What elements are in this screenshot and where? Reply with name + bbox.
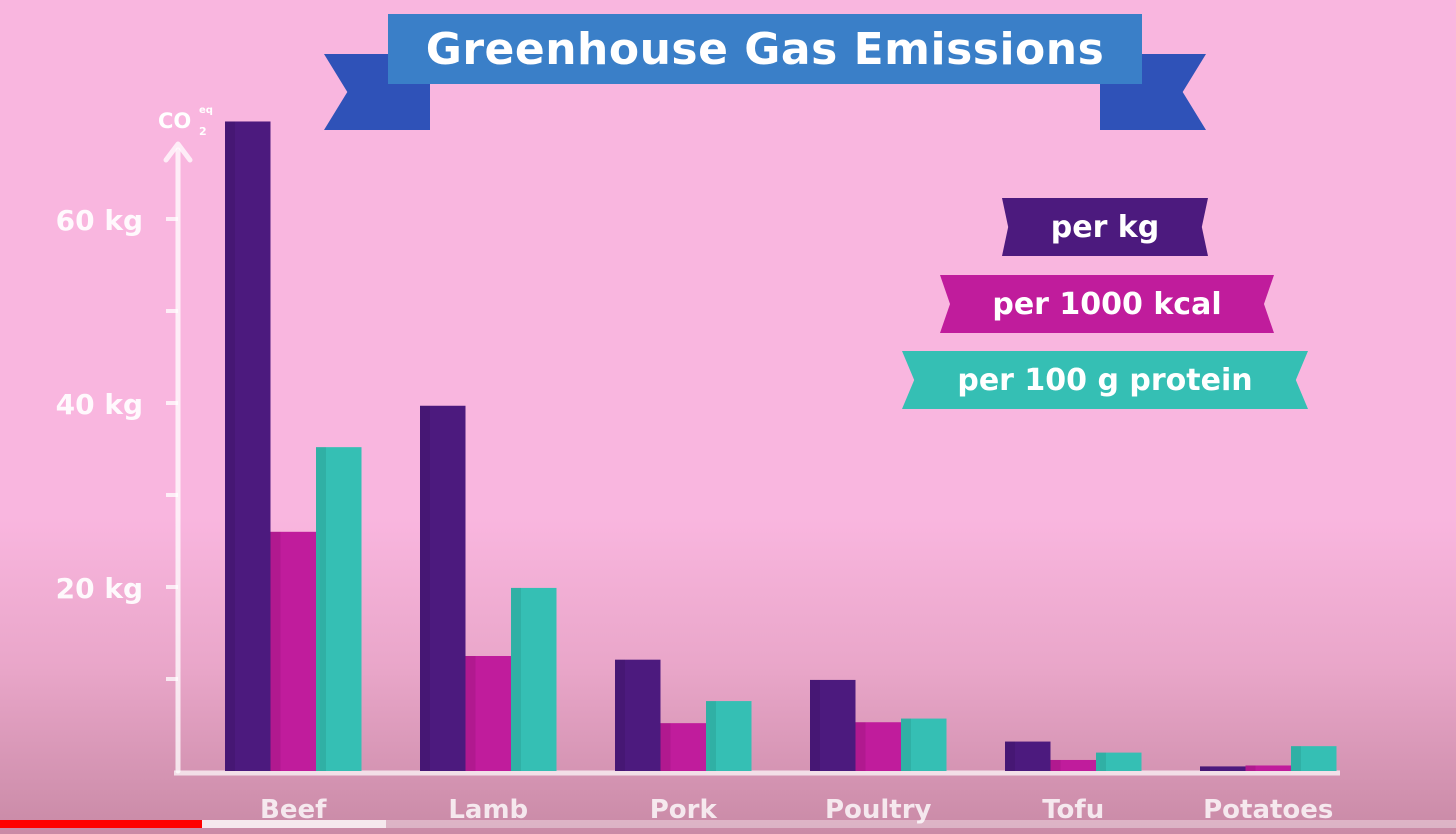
video-progress-played [0, 820, 203, 828]
bar-shade [1291, 746, 1302, 771]
bar-shade [706, 701, 717, 771]
bar-beef-per-1000-kcal [270, 531, 316, 771]
bar-shade [810, 679, 821, 771]
y-axis-label-sub: 2 [199, 125, 207, 138]
chart-title: Greenhouse Gas Emissions [388, 14, 1142, 84]
legend-per-1000-kcal: per 1000 kcal [940, 275, 1274, 333]
y-axis-label-sup: eq [199, 105, 213, 116]
bar-beef-per-kg [225, 121, 271, 772]
bar-lamb-per-100-g-protein [511, 587, 557, 771]
bar-tofu-per-100-g-protein [1096, 752, 1142, 771]
video-progress-bar[interactable] [0, 820, 1456, 828]
y-tick-label: 20 kg [56, 572, 143, 605]
x-tick-label-potatoes: Potatoes [1203, 795, 1333, 825]
bar-beef-per-100-g-protein [316, 447, 362, 771]
bar-pork-per-kg [615, 659, 661, 771]
title-banner: Greenhouse Gas Emissions [320, 14, 1210, 130]
bar-shade [660, 723, 671, 771]
bar-tofu-per-1000-kcal [1050, 759, 1096, 771]
bar-shade [1005, 741, 1016, 771]
bar-shade [316, 447, 327, 771]
y-tick-label: 60 kg [56, 204, 143, 237]
x-tick-label-poultry: Poultry [825, 795, 932, 825]
legend-per-kg: per kg [1002, 198, 1208, 256]
bar-shade [1245, 765, 1256, 771]
bar-shade [225, 121, 236, 772]
legend-per-100g-protein: per 100 g protein [902, 351, 1308, 409]
video-progress-buffered [202, 820, 386, 828]
bar-shade [270, 531, 281, 771]
bar-lamb-per-kg [420, 405, 466, 771]
bar-shade [1096, 752, 1107, 771]
bar-shade [511, 587, 522, 771]
bar-potatoes-per-kg [1200, 766, 1246, 771]
y-tick-label: 40 kg [56, 388, 143, 421]
bar-shade [855, 722, 866, 771]
bar-pork-per-1000-kcal [660, 723, 706, 771]
bar-tofu-per-kg [1005, 741, 1051, 771]
x-tick-label-lamb: Lamb [448, 795, 528, 825]
bar-pork-per-100-g-protein [706, 701, 752, 771]
bar-shade [901, 718, 912, 771]
y-axis-label: CO [158, 109, 191, 133]
bar-shade [615, 659, 626, 771]
bar-shade [465, 656, 476, 771]
bar-lamb-per-1000-kcal [465, 656, 511, 771]
x-tick-label-tofu: Tofu [1042, 795, 1104, 825]
bar-shade [1050, 759, 1061, 771]
x-tick-label-pork: Pork [650, 795, 718, 825]
bar-potatoes-per-100-g-protein [1291, 746, 1337, 771]
bar-shade [1200, 766, 1211, 771]
bar-poultry-per-kg [810, 679, 856, 771]
bar-poultry-per-1000-kcal [855, 722, 901, 771]
bar-poultry-per-100-g-protein [901, 718, 947, 771]
bar-potatoes-per-1000-kcal [1245, 765, 1291, 771]
y-axis-arrow [163, 141, 193, 163]
bar-shade [420, 405, 431, 771]
